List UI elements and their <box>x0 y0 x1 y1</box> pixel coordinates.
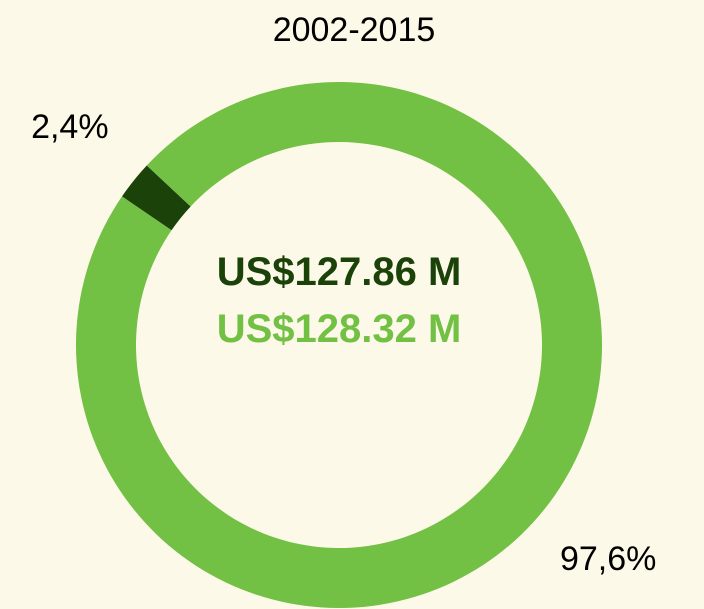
data-label: 97,6% <box>560 540 656 578</box>
donut-segment <box>121 165 191 231</box>
chart-title: 2002-2015 <box>273 11 436 49</box>
data-label: 2,4% <box>31 108 109 146</box>
center-labels: US$127.86 M US$128.32 M <box>209 244 469 358</box>
annotation: US$127.86 M <box>216 250 462 294</box>
annotation: US$128.32 M <box>216 307 462 351</box>
